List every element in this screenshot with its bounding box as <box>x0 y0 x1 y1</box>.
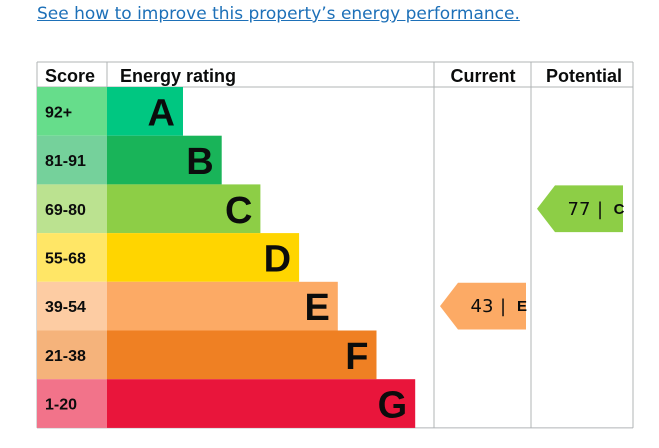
rating-letter: A <box>148 92 175 134</box>
band-row-e: 39-54 E <box>37 281 338 331</box>
rating-bar-f <box>107 330 377 380</box>
rating-letter: E <box>304 287 329 329</box>
score-cell-c <box>37 184 107 234</box>
band-row-c: 69-80 C <box>37 184 261 234</box>
rating-letter: G <box>378 385 408 427</box>
score-range-label: 39-54 <box>45 299 86 316</box>
current-rating-value: 43 <box>471 296 494 317</box>
rating-letter: C <box>225 190 252 232</box>
rating-letter: F <box>345 336 368 378</box>
rating-bar-b <box>107 135 222 185</box>
potential-rating-band: C <box>614 201 625 218</box>
current-rating-arrow: 43 | E <box>440 282 527 330</box>
energy-rating-column-header: Energy rating <box>120 66 236 86</box>
rating-bar-e <box>107 281 338 331</box>
potential-rating-arrow: 77 | C <box>537 185 625 233</box>
current-rating-separator: | <box>500 296 506 317</box>
potential-rating-separator: | <box>597 199 603 220</box>
rating-bar-a <box>107 87 183 136</box>
rating-letter: B <box>186 141 213 183</box>
rating-bar-c <box>107 184 261 234</box>
score-cell-f <box>37 330 107 380</box>
potential-arrow-shape <box>537 185 623 233</box>
score-range-label: 21-38 <box>45 348 86 365</box>
band-row-f: 21-38 F <box>37 330 377 380</box>
rating-letter: D <box>264 238 291 280</box>
potential-column-header: Potential <box>546 66 622 86</box>
band-row-a: 92+ A <box>37 87 183 136</box>
improve-energy-performance-link[interactable]: See how to improve this property’s energ… <box>37 4 520 24</box>
score-cell-e <box>37 281 107 331</box>
score-range-label: 55-68 <box>45 250 86 267</box>
score-cell-b <box>37 135 107 185</box>
band-row-b: 81-91 B <box>37 135 222 185</box>
current-column-header: Current <box>450 66 515 86</box>
score-cell-a <box>37 87 107 136</box>
band-row-d: 55-68 D <box>37 233 300 282</box>
rating-bar-d <box>107 233 300 282</box>
score-range-label: 92+ <box>45 104 72 121</box>
rating-bar-g <box>107 379 416 428</box>
current-arrow-shape <box>440 282 526 330</box>
score-range-label: 1-20 <box>45 397 77 414</box>
score-cell-g <box>37 379 107 428</box>
band-row-g: 1-20 G <box>37 379 416 428</box>
score-column-header: Score <box>45 66 95 86</box>
current-rating-band: E <box>517 298 527 315</box>
score-cell-d <box>37 233 107 282</box>
potential-rating-value: 77 <box>568 199 591 220</box>
score-range-label: 81-91 <box>45 153 86 170</box>
score-range-label: 69-80 <box>45 202 86 219</box>
